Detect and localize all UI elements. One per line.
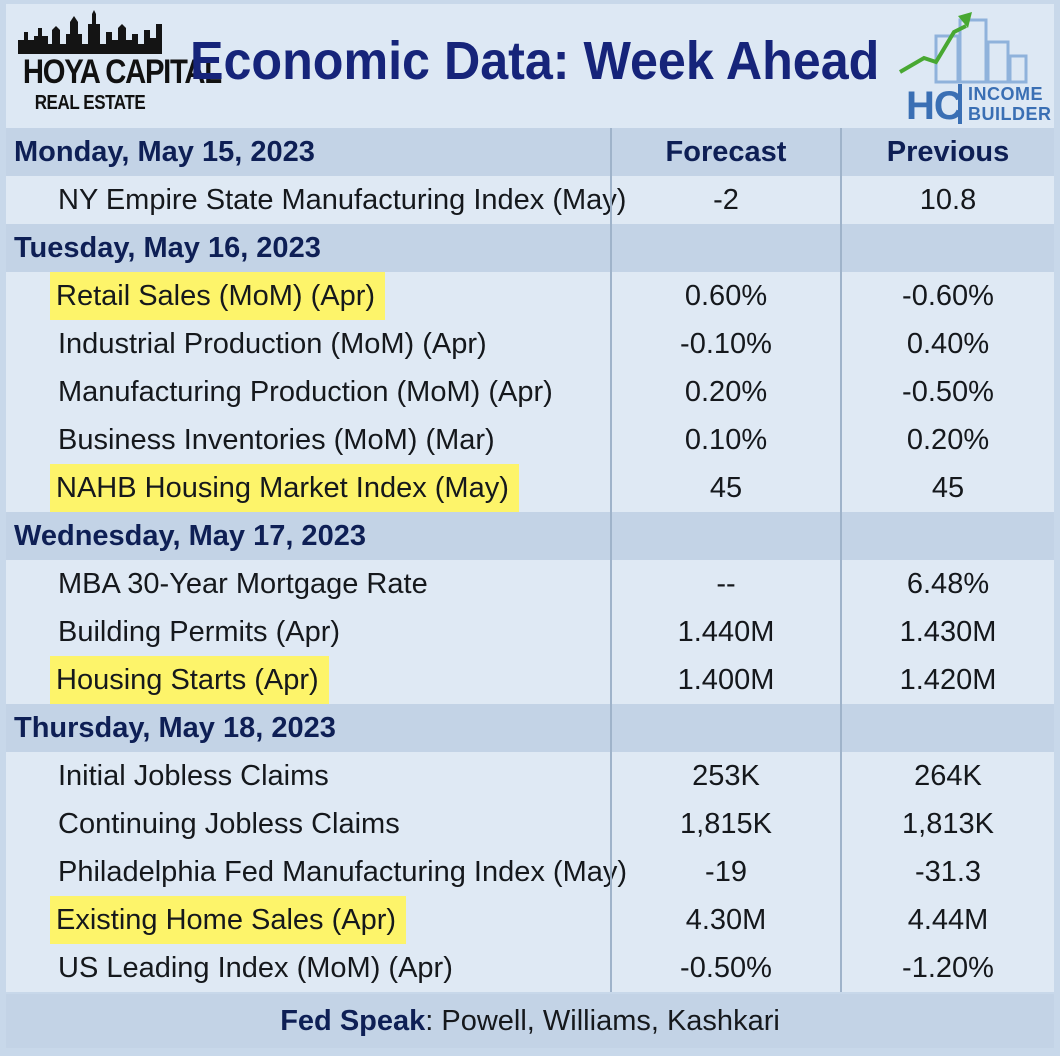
fed-speak-footer: Fed Speak: Powell, Williams, Kashkari: [6, 994, 1054, 1048]
table-row: Philadelphia Fed Manufacturing Index (Ma…: [6, 848, 1054, 896]
indicator-cell: Business Inventories (MoM) (Mar): [6, 416, 610, 464]
previous-value: 1.420M: [899, 664, 997, 696]
day-label: Wednesday, May 17, 2023: [14, 520, 366, 552]
indicator-name: Building Permits (Apr): [58, 616, 341, 648]
previous-value: -0.50%: [902, 376, 994, 408]
indicator-cell: Existing Home Sales (Apr): [6, 896, 610, 944]
previous-value: 45: [931, 472, 965, 504]
indicator-name: US Leading Index (MoM) (Apr): [58, 952, 453, 984]
table-row: Building Permits (Apr) 1.440M 1.430M: [6, 608, 1054, 656]
previous-value: -31.3: [914, 856, 982, 888]
table-row: US Leading Index (MoM) (Apr) -0.50% -1.20%: [6, 944, 1054, 992]
day-label: Tuesday, May 16, 2023: [14, 232, 321, 264]
day-header-row: Tuesday, May 16, 2023: [6, 224, 1054, 272]
day-label: Thursday, May 18, 2023: [14, 712, 336, 744]
indicator-cell: Housing Starts (Apr): [6, 656, 610, 704]
logo-divider: [958, 84, 962, 124]
forecast-value: 0.60%: [684, 280, 768, 312]
skyline-icon: [18, 10, 162, 54]
indicator-cell: NY Empire State Manufacturing Index (May…: [6, 176, 626, 224]
indicator-cell: Manufacturing Production (MoM) (Apr): [6, 368, 610, 416]
table-row: Retail Sales (MoM) (Apr) 0.60% -0.60%: [6, 272, 1054, 320]
forecast-value: -0.50%: [680, 952, 772, 984]
indicator-cell: Continuing Jobless Claims: [6, 800, 610, 848]
table-row: Industrial Production (MoM) (Apr) -0.10% 0…: [6, 320, 1054, 368]
indicator-cell: MBA 30-Year Mortgage Rate: [6, 560, 610, 608]
economic-calendar-table: Monday, May 15, 2023 Forecast Previous NY E…: [6, 128, 1054, 992]
indicator-name: Industrial Production (MoM) (Apr): [58, 328, 487, 360]
table-row: Business Inventories (MoM) (Mar) 0.10% 0.2…: [6, 416, 1054, 464]
table-row: Continuing Jobless Claims 1,815K 1,813K: [6, 800, 1054, 848]
previous-value: 264K: [914, 760, 982, 792]
indicator-cell: Industrial Production (MoM) (Apr): [6, 320, 610, 368]
indicator-name: Manufacturing Production (MoM) (Apr): [58, 376, 553, 408]
income-builder-logo: HC INCOME BUILDER: [896, 6, 1051, 128]
previous-value: 0.20%: [906, 424, 990, 456]
highlighted-indicator-name: Housing Starts (Apr): [50, 656, 329, 704]
fed-speak-label: Fed Speak: [280, 1005, 426, 1037]
forecast-value: -19: [705, 856, 747, 888]
table-row: NAHB Housing Market Index (May) 45 45: [6, 464, 1054, 512]
indicator-cell: Philadelphia Fed Manufacturing Index (Ma…: [6, 848, 627, 896]
previous-value: 0.40%: [906, 328, 990, 360]
table-row: Manufacturing Production (MoM) (Apr) 0.20…: [6, 368, 1054, 416]
forecast-value: 0.10%: [684, 424, 768, 456]
day-header-row: Monday, May 15, 2023 Forecast Previous: [6, 128, 1054, 176]
forecast-value: 4.30M: [685, 904, 767, 936]
previous-value: 1,813K: [902, 808, 994, 840]
highlighted-indicator-name: NAHB Housing Market Index (May): [50, 464, 519, 512]
logo-left-name: HOYA CAPITAL: [22, 53, 222, 91]
indicator-name: MBA 30-Year Mortgage Rate: [58, 568, 428, 600]
highlighted-indicator-name: Existing Home Sales (Apr): [50, 896, 407, 944]
column-divider: [840, 128, 842, 992]
logo-right-word-builder: BUILDER: [968, 104, 1052, 124]
forecast-value: 253K: [692, 760, 760, 792]
forecast-value: 1.440M: [677, 616, 775, 648]
indicator-cell: Initial Jobless Claims: [6, 752, 610, 800]
forecast-value: --: [716, 568, 736, 600]
indicator-name: Continuing Jobless Claims: [58, 808, 400, 840]
buildings-growth-icon: [898, 12, 1028, 84]
previous-value: 6.48%: [906, 568, 990, 600]
previous-value: -1.20%: [902, 952, 994, 984]
forecast-value: -2: [713, 184, 739, 216]
table-row: Housing Starts (Apr) 1.400M 1.420M: [6, 656, 1054, 704]
indicator-cell: NAHB Housing Market Index (May): [6, 464, 610, 512]
column-header-previous: Previous: [886, 136, 1010, 168]
fed-speak-text: : Powell, Williams, Kashkari: [425, 1005, 780, 1037]
table-row: MBA 30-Year Mortgage Rate -- 6.48%: [6, 560, 1054, 608]
day-header-row: Thursday, May 18, 2023: [6, 704, 1054, 752]
highlighted-indicator-name: Retail Sales (MoM) (Apr): [50, 272, 386, 320]
forecast-value: 45: [709, 472, 743, 504]
logo-right-letters: HC: [906, 84, 963, 128]
day-label: Monday, May 15, 2023: [14, 136, 315, 168]
forecast-value: 0.20%: [684, 376, 768, 408]
forecast-value: 1,815K: [680, 808, 772, 840]
forecast-value: 1.400M: [677, 664, 775, 696]
indicator-cell: Retail Sales (MoM) (Apr): [6, 272, 610, 320]
previous-value: 1.430M: [899, 616, 997, 648]
table-row: Existing Home Sales (Apr) 4.30M 4.44M: [6, 896, 1054, 944]
hoya-capital-logo: HOYA CAPITAL REAL ESTATE: [12, 10, 222, 120]
indicator-name: NY Empire State Manufacturing Index (May…: [58, 184, 627, 216]
logo-right-word-income: INCOME: [968, 84, 1043, 104]
header: [6, 4, 1054, 128]
forecast-value: -0.10%: [680, 328, 772, 360]
indicator-cell: US Leading Index (MoM) (Apr): [6, 944, 610, 992]
indicator-name: Philadelphia Fed Manufacturing Index (Ma…: [58, 856, 628, 888]
indicator-name: Initial Jobless Claims: [58, 760, 329, 792]
column-divider: [610, 128, 612, 992]
page-title: Economic Data: Week Ahead: [190, 31, 880, 91]
indicator-name: Business Inventories (MoM) (Mar): [58, 424, 495, 456]
table-row: Initial Jobless Claims 253K 264K: [6, 752, 1054, 800]
previous-value: 10.8: [919, 184, 977, 216]
day-header-row: Wednesday, May 17, 2023: [6, 512, 1054, 560]
previous-value: -0.60%: [902, 280, 994, 312]
logo-left-sub: REAL ESTATE: [34, 92, 146, 114]
column-header-forecast: Forecast: [665, 136, 787, 168]
previous-value: 4.44M: [907, 904, 989, 936]
indicator-cell: Building Permits (Apr): [6, 608, 610, 656]
table-row: NY Empire State Manufacturing Index (May…: [6, 176, 1054, 224]
